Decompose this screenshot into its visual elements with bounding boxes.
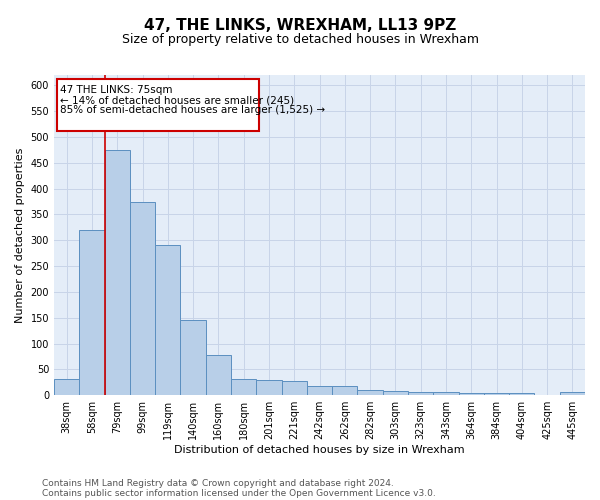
FancyBboxPatch shape xyxy=(56,79,259,131)
Bar xyxy=(79,230,104,395)
Y-axis label: Number of detached properties: Number of detached properties xyxy=(15,148,25,323)
Bar xyxy=(509,392,535,395)
Bar xyxy=(433,392,458,395)
Text: 85% of semi-detached houses are larger (1,525) →: 85% of semi-detached houses are larger (… xyxy=(61,105,325,115)
X-axis label: Distribution of detached houses by size in Wrexham: Distribution of detached houses by size … xyxy=(174,445,465,455)
Text: Size of property relative to detached houses in Wrexham: Size of property relative to detached ho… xyxy=(121,32,479,46)
Text: 47, THE LINKS, WREXHAM, LL13 9PZ: 47, THE LINKS, WREXHAM, LL13 9PZ xyxy=(144,18,456,32)
Bar xyxy=(130,202,155,395)
Bar xyxy=(231,378,256,395)
Bar xyxy=(383,391,408,395)
Bar xyxy=(458,392,484,395)
Bar xyxy=(54,378,79,395)
Bar xyxy=(256,380,281,395)
Bar xyxy=(408,392,433,395)
Bar xyxy=(560,392,585,395)
Bar xyxy=(484,392,509,395)
Bar xyxy=(307,386,332,395)
Bar xyxy=(332,386,358,395)
Bar xyxy=(206,356,231,395)
Text: 47 THE LINKS: 75sqm: 47 THE LINKS: 75sqm xyxy=(61,86,173,96)
Bar xyxy=(358,390,383,395)
Text: Contains HM Land Registry data © Crown copyright and database right 2024.: Contains HM Land Registry data © Crown c… xyxy=(42,478,394,488)
Text: ← 14% of detached houses are smaller (245): ← 14% of detached houses are smaller (24… xyxy=(61,95,295,105)
Bar xyxy=(104,150,130,395)
Bar xyxy=(181,320,206,395)
Text: Contains public sector information licensed under the Open Government Licence v3: Contains public sector information licen… xyxy=(42,488,436,498)
Bar xyxy=(155,246,181,395)
Bar xyxy=(281,382,307,395)
